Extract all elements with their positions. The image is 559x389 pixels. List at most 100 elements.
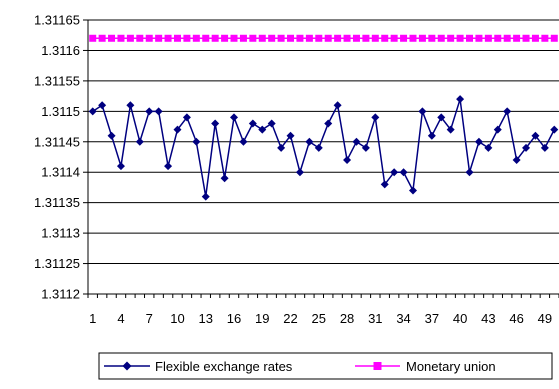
- data-point: [540, 143, 549, 152]
- x-tick-label: 31: [368, 311, 382, 326]
- data-point: [550, 125, 559, 134]
- data-point: [145, 107, 154, 116]
- data-point: [164, 34, 172, 42]
- data-point: [145, 34, 153, 42]
- x-tick-label: 34: [396, 311, 410, 326]
- data-point: [343, 34, 351, 42]
- data-point: [531, 131, 540, 140]
- x-tick-label: 43: [481, 311, 495, 326]
- data-point: [466, 34, 474, 42]
- data-point: [136, 34, 144, 42]
- data-point: [447, 34, 455, 42]
- data-point: [427, 131, 436, 140]
- data-point: [522, 143, 531, 152]
- data-point: [314, 143, 323, 152]
- data-point: [248, 119, 257, 128]
- data-point: [503, 34, 511, 42]
- data-point: [352, 137, 361, 146]
- data-point: [334, 34, 342, 42]
- data-point: [494, 34, 502, 42]
- data-point: [305, 137, 314, 146]
- data-point: [418, 107, 427, 116]
- y-tick-label: 1.3112: [41, 287, 80, 302]
- data-point: [371, 113, 380, 122]
- data-point: [475, 34, 483, 42]
- series-line: [92, 98, 555, 197]
- series-flexible-exchange-rates: [88, 95, 559, 201]
- data-point: [352, 34, 360, 42]
- data-point: [286, 131, 295, 140]
- data-point: [484, 143, 493, 152]
- x-tick-label: 4: [117, 311, 124, 326]
- data-point: [98, 101, 107, 110]
- data-point: [267, 119, 276, 128]
- x-tick-label: 7: [146, 311, 153, 326]
- data-point: [249, 34, 257, 42]
- x-tick-label: 13: [199, 311, 213, 326]
- data-series: [88, 34, 559, 201]
- y-tick-label: 1.31165: [34, 13, 80, 28]
- data-point: [315, 34, 323, 42]
- data-point: [324, 34, 332, 42]
- y-tick-label: 1.3114: [41, 165, 80, 180]
- data-point: [164, 162, 173, 171]
- data-point: [182, 113, 191, 122]
- data-point: [221, 34, 229, 42]
- data-point: [400, 34, 408, 42]
- data-point: [154, 107, 163, 116]
- data-point: [116, 162, 125, 171]
- y-tick-label: 1.31135: [34, 195, 80, 210]
- x-tick-label: 40: [453, 311, 467, 326]
- data-point: [88, 107, 97, 116]
- data-point: [343, 156, 352, 165]
- gridlines: [88, 19, 559, 295]
- legend-box: [98, 352, 553, 380]
- x-axis-tick-labels: 1 4 7 10 13 16 19 22 25 28 31 34 37 40 43 46 49: [89, 311, 552, 326]
- data-point: [135, 137, 144, 146]
- data-point: [98, 34, 106, 42]
- y-tick-label: 1.3116: [41, 43, 80, 58]
- data-point: [183, 34, 191, 42]
- data-point: [211, 34, 219, 42]
- x-tick-label: 49: [538, 311, 552, 326]
- data-point: [117, 34, 125, 42]
- data-point: [390, 168, 399, 177]
- data-point: [362, 34, 370, 42]
- data-point: [380, 180, 389, 189]
- data-point: [287, 34, 295, 42]
- data-point: [239, 34, 247, 42]
- data-point: [381, 34, 389, 42]
- legend-label-flexible: Flexible exchange rates: [155, 359, 293, 374]
- data-point: [258, 125, 267, 134]
- x-tick-label: 1: [89, 311, 96, 326]
- data-point: [126, 34, 134, 42]
- legend-marker-monetary: [373, 362, 382, 370]
- data-point: [258, 34, 266, 42]
- data-point: [230, 34, 238, 42]
- y-tick-label: 1.31155: [34, 73, 80, 88]
- series-monetary-union: [89, 34, 558, 42]
- x-tick-label: 19: [255, 311, 269, 326]
- data-point: [277, 34, 285, 42]
- data-point: [456, 95, 465, 104]
- data-point: [89, 34, 97, 42]
- data-point: [409, 34, 417, 42]
- x-tick-label: 22: [283, 311, 297, 326]
- data-point: [522, 34, 530, 42]
- y-tick-label: 1.3113: [41, 226, 80, 241]
- x-tick-label: 10: [170, 311, 184, 326]
- data-point: [418, 34, 426, 42]
- data-point: [295, 168, 304, 177]
- legend-label-monetary: Monetary union: [406, 359, 496, 374]
- data-point: [512, 156, 521, 165]
- data-point: [361, 143, 370, 152]
- data-point: [390, 34, 398, 42]
- data-point: [531, 34, 539, 42]
- data-point: [296, 34, 304, 42]
- data-point: [456, 34, 464, 42]
- x-tick-label: 28: [340, 311, 354, 326]
- x-tick-label: 25: [312, 311, 326, 326]
- data-point: [192, 34, 200, 42]
- y-tick-label: 1.3115: [41, 104, 80, 119]
- data-point: [173, 125, 182, 134]
